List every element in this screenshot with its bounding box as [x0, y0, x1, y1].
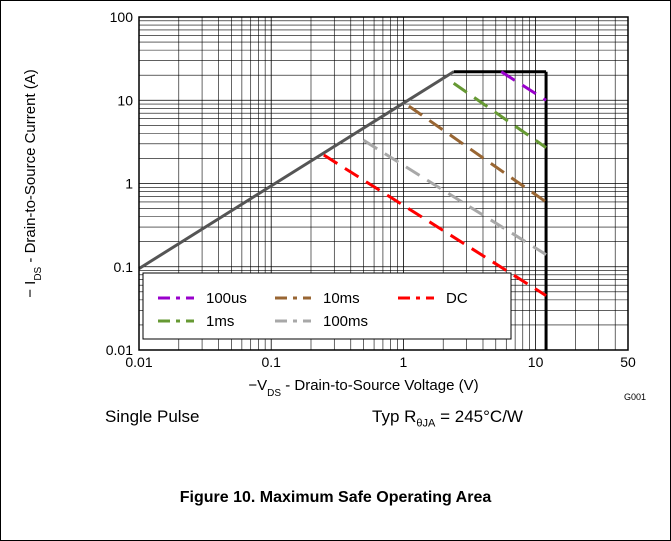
figure-id: G001: [624, 392, 646, 402]
thermal-resistance-label: Typ RθJA = 245°C/W: [372, 407, 523, 429]
pulse-series: [323, 70, 547, 297]
series-line-DC: [323, 153, 547, 297]
axis-label-subscript: DS: [267, 388, 281, 399]
legend-label-1ms: 1ms: [206, 313, 234, 330]
axis-label-prefix: −V: [248, 377, 267, 394]
series-line-100us: [500, 70, 547, 102]
series-line-1ms: [452, 82, 547, 149]
single-pulse-label: Single Pulse: [105, 407, 200, 426]
x-tick-label: 0.1: [261, 354, 281, 370]
y-axis-label: − IDS - Drain-to-Source Current (A): [22, 69, 44, 298]
y-tick-label: 0.1: [114, 259, 134, 275]
legend-box: [142, 272, 512, 340]
x-axis-label: −VDS - Drain-to-Source Voltage (V): [248, 377, 478, 399]
axis-tick-labels: 0.01 0.1 1 10 50 0.01 0.1 1 10 100: [106, 9, 636, 370]
y-tick-label: 100: [110, 9, 134, 25]
y-tick-label: 0.01: [106, 342, 133, 358]
axis-label-subscript: DS: [33, 266, 44, 280]
series-line-10ms: [408, 104, 547, 204]
y-tick-label: 10: [117, 92, 133, 108]
thermal-resistance-prefix: Typ R: [372, 407, 417, 426]
x-tick-label: 1: [399, 354, 407, 370]
legend-label-10ms: 10ms: [323, 290, 360, 307]
y-tick-label: 1: [125, 176, 133, 192]
figure-caption: Figure 10. Maximum Safe Operating Area: [179, 489, 492, 506]
series-line-100ms: [362, 139, 547, 256]
x-tick-label: 0.01: [125, 354, 152, 370]
soa-boundary: [138, 70, 548, 350]
axis-label-prefix: − I: [22, 281, 39, 298]
legend-label-DC: DC: [446, 290, 468, 307]
legend: 100us 10ms DC 1ms 100ms: [142, 272, 512, 340]
thermal-resistance-subscript: θJA: [416, 417, 436, 430]
axis-label-suffix: - Drain-to-Source Current (A): [22, 69, 39, 267]
x-tick-label: 50: [620, 354, 636, 370]
legend-label-100ms: 100ms: [323, 313, 368, 330]
plot-area-border: [138, 16, 629, 351]
rds-limit-line: [138, 70, 455, 270]
legend-label-100us: 100us: [206, 290, 247, 307]
x-tick-label: 10: [528, 354, 544, 370]
thermal-resistance-value: = 245°C/W: [435, 407, 523, 426]
axis-label-suffix: - Drain-to-Source Voltage (V): [281, 377, 479, 394]
